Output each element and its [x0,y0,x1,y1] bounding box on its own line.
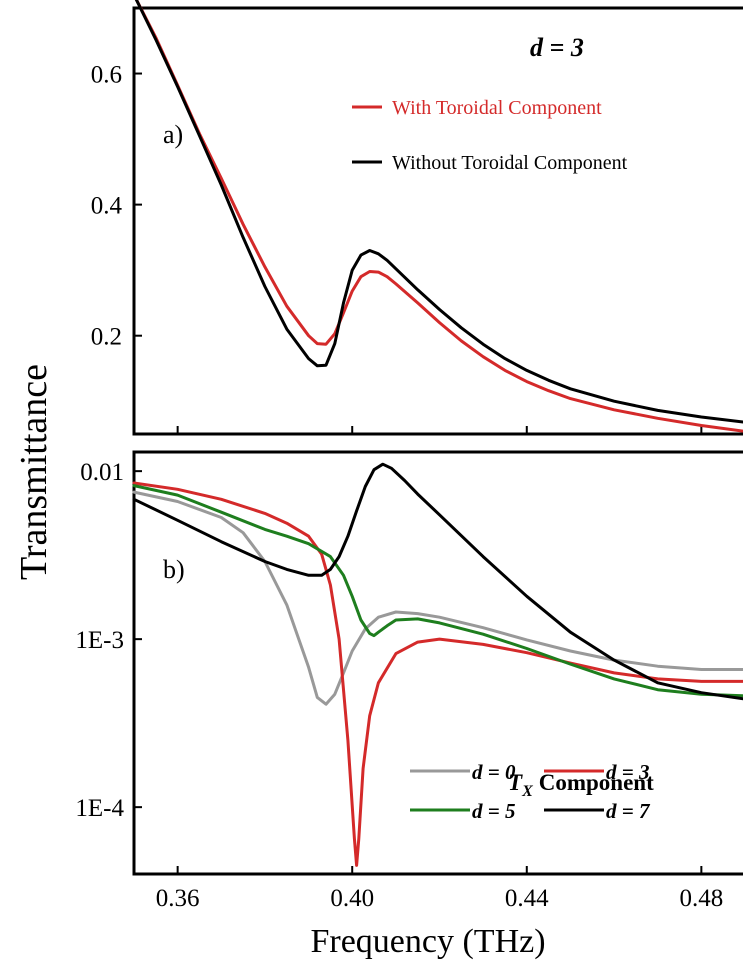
panel-a-ytick-label: 0.6 [91,62,122,89]
panel-a-series-line-0 [134,0,743,433]
panel-b-ytick-label: 0.01 [80,459,124,486]
panel-b-xtick-label: 0.36 [156,885,200,912]
panel-b-series-line-3 [132,462,743,701]
panel-a-lines [134,0,743,433]
legend-label-d3: d = 3 [606,760,649,784]
panel-a-ytick-label: 0.4 [91,193,123,220]
panel-a-ytick-label: 0.2 [91,324,122,351]
panel-b-series-line-0 [132,490,743,706]
legend-label-d5: d = 5 [472,799,515,823]
legend-label-d7: d = 7 [606,799,651,823]
panel-a-label: a) [163,120,183,149]
panel-b-series-line-2 [132,484,743,698]
panel-b-xtick-label: 0.48 [679,885,723,912]
panel-b-ticks: 0.01 1E-3 1E-4 0.36 0.40 0.44 0.48 [75,459,723,912]
panel-b-lines [132,462,743,867]
panel-a-frame [132,6,743,436]
panel-a-ticks: 0.6 0.4 0.2 [91,62,703,434]
panel-b-ytick-label: 1E-3 [75,627,124,654]
panel-a-annotation: d = 3 [530,33,584,62]
legend-label-d0: d = 0 [472,760,516,784]
panel-b-xtick-label: 0.44 [505,885,549,912]
legend-title: TX Component [508,770,654,800]
panel-b-ytick-label: 1E-4 [75,795,124,822]
y-axis-title: Transmittance [13,364,55,580]
panel-a-series-line-1 [134,0,743,424]
panel-b-xtick-label: 0.40 [330,885,374,912]
legend-label-without-toroidal: Without Toroidal Component [392,152,628,174]
panel-b-series-line-1 [132,481,743,867]
panel-b-label: b) [163,555,185,584]
panel-b-frame [132,450,743,876]
legend-label-with-toroidal: With Toroidal Component [392,97,602,119]
x-axis-title: Frequency (THz) [310,923,545,960]
